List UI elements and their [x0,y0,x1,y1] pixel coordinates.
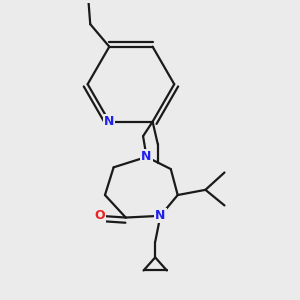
Text: N: N [104,115,115,128]
Text: N: N [155,209,166,222]
Text: O: O [94,209,105,222]
Text: N: N [141,150,152,164]
